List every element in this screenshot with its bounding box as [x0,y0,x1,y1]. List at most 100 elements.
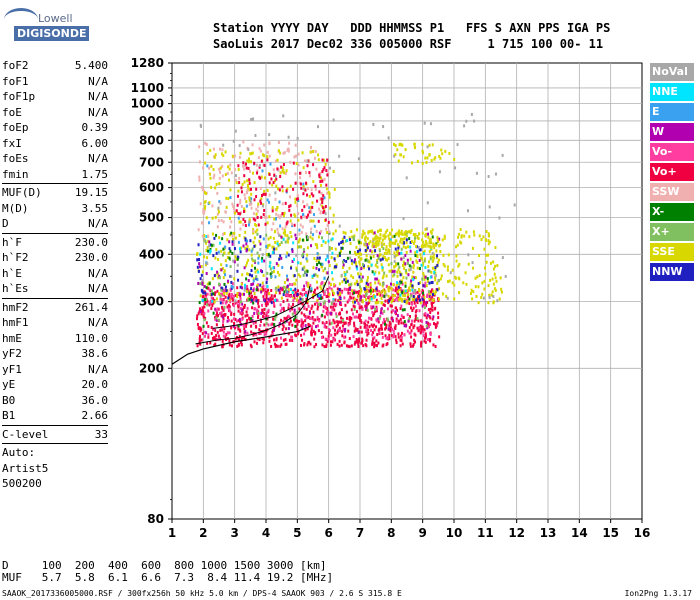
echo-point [387,249,390,253]
echo-point [490,293,493,297]
echo-point [215,318,218,322]
echo-point [215,314,218,318]
echo-point [258,147,261,151]
echo-point [251,247,254,251]
echo-point [426,201,429,205]
echo-point [314,242,317,246]
echo-point [255,207,258,211]
echo-point [336,320,339,324]
echo-point [249,289,252,293]
param-value: 20.0 [81,378,109,391]
echo-point [365,292,368,296]
echo-point [372,305,375,309]
echo-point [268,142,271,146]
param-name: MUF(D) [2,186,42,199]
echo-point [226,305,229,309]
echo-point [204,291,207,295]
echo-point [359,272,362,276]
echo-point [428,293,431,297]
echo-point [377,279,380,283]
echo-point [400,247,403,251]
echo-point [312,233,315,237]
echo-point [352,335,355,339]
echo-point [386,284,389,288]
echo-point [310,287,313,291]
echo-point [360,241,363,245]
echo-point [364,322,367,326]
echo-point [426,326,429,330]
echo-point [315,300,318,304]
echo-point [236,292,239,296]
echo-point [478,234,481,238]
echo-point [453,157,456,161]
echo-point [390,304,393,308]
echo-point [513,203,516,207]
echo-point [282,293,285,297]
echo-point [201,298,204,302]
echo-point [271,271,274,275]
echo-point [429,257,432,261]
echo-point [267,254,270,258]
echo-point [274,240,277,244]
echo-point [306,246,309,250]
echo-point [201,270,204,274]
echo-point [265,311,268,315]
echo-point [330,256,333,260]
echo-point [353,250,356,254]
echo-point [376,243,379,247]
echo-point [353,321,356,325]
echo-point [326,158,329,162]
echo-point [316,263,319,267]
echo-point [220,292,223,296]
echo-point [428,339,431,343]
echo-point [293,155,296,159]
echo-point [309,324,312,328]
echo-point [239,250,242,254]
echo-point [393,269,396,273]
echo-point [244,246,247,250]
echo-point [414,276,417,280]
echo-point [250,197,253,201]
echo-point [494,264,497,268]
echo-point [272,300,275,304]
echo-point [248,160,251,164]
echo-point [430,158,433,162]
echo-point [198,339,201,343]
echo-point [294,311,297,315]
echo-point [333,188,336,192]
echo-point [296,310,299,314]
echo-point [244,337,247,341]
echo-point [416,301,419,305]
echo-point [272,311,275,315]
echo-point [327,334,330,338]
echo-point [316,294,319,298]
echo-point [380,296,383,300]
echo-point [196,322,199,326]
echo-point [401,263,404,267]
echo-point [378,290,381,294]
echo-point [417,328,420,332]
echo-point [253,244,256,248]
echo-point [338,242,341,246]
echo-point [206,341,209,345]
echo-point [418,267,421,271]
echo-point [222,220,225,224]
echo-point [232,304,235,308]
echo-point [287,314,290,318]
echo-point [429,297,432,301]
echo-point [236,319,239,323]
echo-point [269,254,272,258]
echo-point [233,154,236,158]
echo-point [407,273,410,277]
echo-point [436,281,439,285]
echo-point [249,319,252,323]
echo-point [393,154,396,158]
echo-point [383,255,386,259]
echo-point [307,304,310,308]
echo-point [326,231,329,235]
echo-point [487,175,490,179]
echo-point [364,236,367,240]
echo-point [395,306,398,310]
echo-point [470,112,473,116]
echo-point [305,269,308,273]
